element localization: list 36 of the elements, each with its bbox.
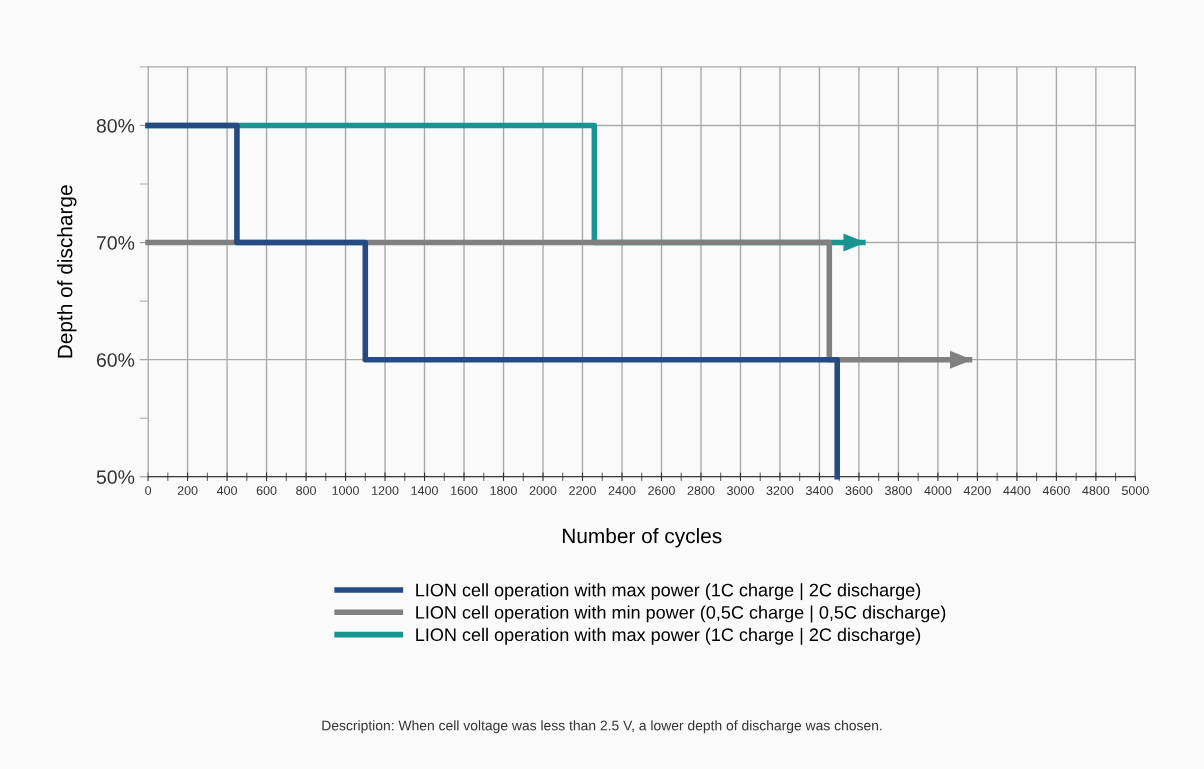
y-axis-title: Depth of discharge (57, 185, 77, 358)
x-axis-title: Number of cycles (562, 528, 722, 548)
text: Description: When cell voltage was less than 2.5 V, a lower depth of discharge was chosen. (322, 720, 882, 734)
x-tick-label: 3400 (806, 486, 833, 495)
x-tick-label: 4000 (924, 486, 952, 495)
x-tick-label: 800 (296, 486, 316, 495)
x-tick-label: 2200 (569, 486, 596, 495)
x-tick-label: 1000 (332, 486, 359, 495)
x-tick-label: 600 (256, 486, 277, 495)
x-tick-label: 200 (177, 486, 198, 495)
x-tick-label: 2800 (687, 486, 715, 495)
x-tick-label: 1400 (411, 486, 438, 495)
legend-label: LION cell operation with max power (1C charge | 2C discharge) (416, 627, 921, 645)
x-tick-label: 4600 (1042, 486, 1070, 495)
x-tick-label: 2400 (608, 486, 636, 495)
y-tick-label: 70% (96, 236, 135, 250)
legend-label: LION cell operation with max power (1C charge | 2C discharge) (416, 583, 921, 601)
y-tick-label: 60% (96, 353, 135, 367)
legend-label: LION cell operation with min power (0,5C charge | 0,5C discharge) (416, 605, 946, 623)
x-tick-label: 2000 (529, 486, 557, 495)
x-tick-label: 3200 (766, 486, 794, 495)
y-tick-label: 50% (96, 470, 135, 485)
x-tick-label: 4800 (1082, 486, 1110, 495)
x-tick-label: 1800 (490, 486, 517, 495)
x-tick-label: 0 (145, 486, 152, 495)
x-tick-label: 5000 (1121, 486, 1149, 495)
x-tick-label: 4400 (1003, 486, 1031, 495)
y-tick-label: 80% (96, 118, 135, 133)
x-tick-label: 4200 (963, 486, 991, 495)
x-tick-label: 3800 (885, 486, 912, 495)
x-tick-label: 3000 (727, 486, 754, 495)
x-tick-label: 3600 (845, 486, 873, 495)
x-tick-label: 2600 (648, 486, 675, 495)
x-tick-label: 400 (216, 486, 238, 495)
x-tick-label: 1600 (451, 486, 478, 495)
x-tick-label: 1200 (372, 486, 399, 495)
